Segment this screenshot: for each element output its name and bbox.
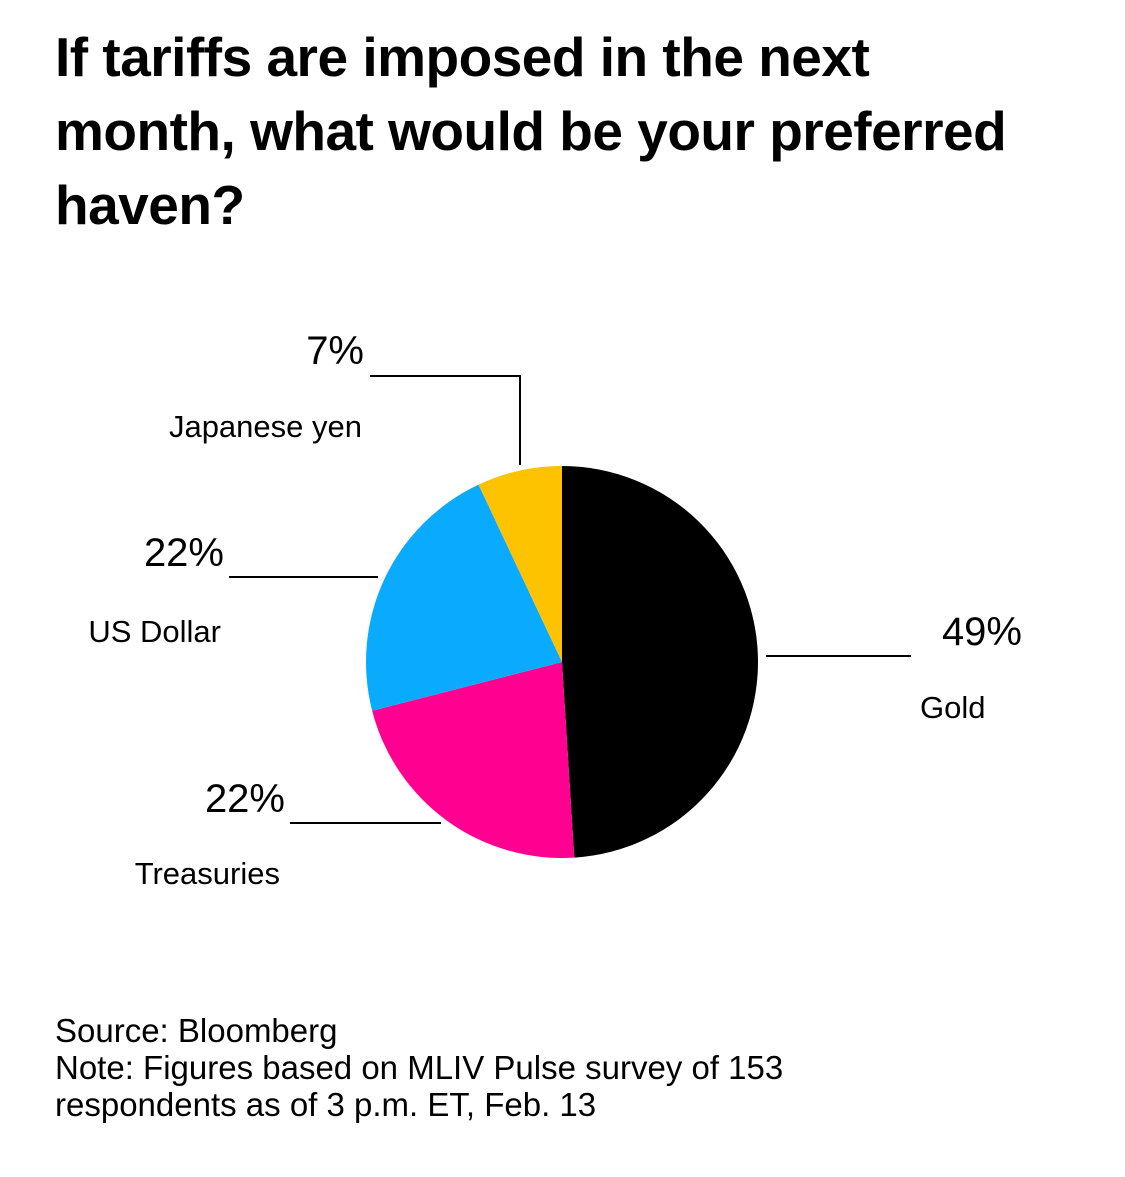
value-label-us-dollar: 22% <box>144 531 224 575</box>
chart-footer: Source: Bloomberg Note: Figures based on… <box>55 1012 783 1123</box>
value-label-gold: 49% <box>942 610 1022 654</box>
leader-line-japanese-yen <box>370 375 521 465</box>
slice-label-treasuries: Treasuries <box>135 856 280 891</box>
pie-slice-gold <box>562 466 758 858</box>
survey-note-line-1: Note: Figures based on MLIV Pulse survey… <box>55 1049 784 1086</box>
pie-slice-japanese-yen <box>478 466 562 662</box>
survey-note-line-2: respondents as of 3 p.m. ET, Feb. 13 <box>55 1086 597 1123</box>
value-label-treasuries: 22% <box>205 777 285 821</box>
slice-label-japanese-yen: Japanese yen <box>169 409 362 444</box>
value-label-japanese-yen: 7% <box>306 329 364 373</box>
pie-slices <box>366 466 758 858</box>
pie-slice-us-dollar <box>366 484 562 711</box>
chart-title: If tariffs are imposed in the next month… <box>55 26 1007 236</box>
source-note: Source: Bloomberg <box>55 1012 338 1049</box>
slice-label-us-dollar: US Dollar <box>88 614 221 649</box>
pie-slice-treasuries <box>372 662 575 858</box>
slice-label-gold: Gold <box>920 690 985 725</box>
